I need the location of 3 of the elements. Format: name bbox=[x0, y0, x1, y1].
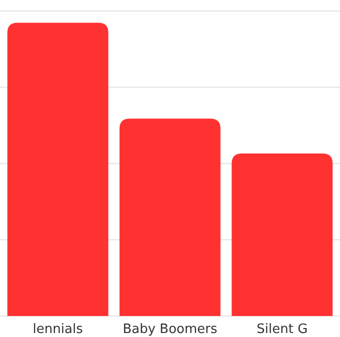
x-tick-label: lennials bbox=[32, 322, 84, 337]
x-tick-label: Silent G bbox=[256, 322, 308, 337]
x-tick-label: Baby Boomers bbox=[122, 322, 218, 337]
